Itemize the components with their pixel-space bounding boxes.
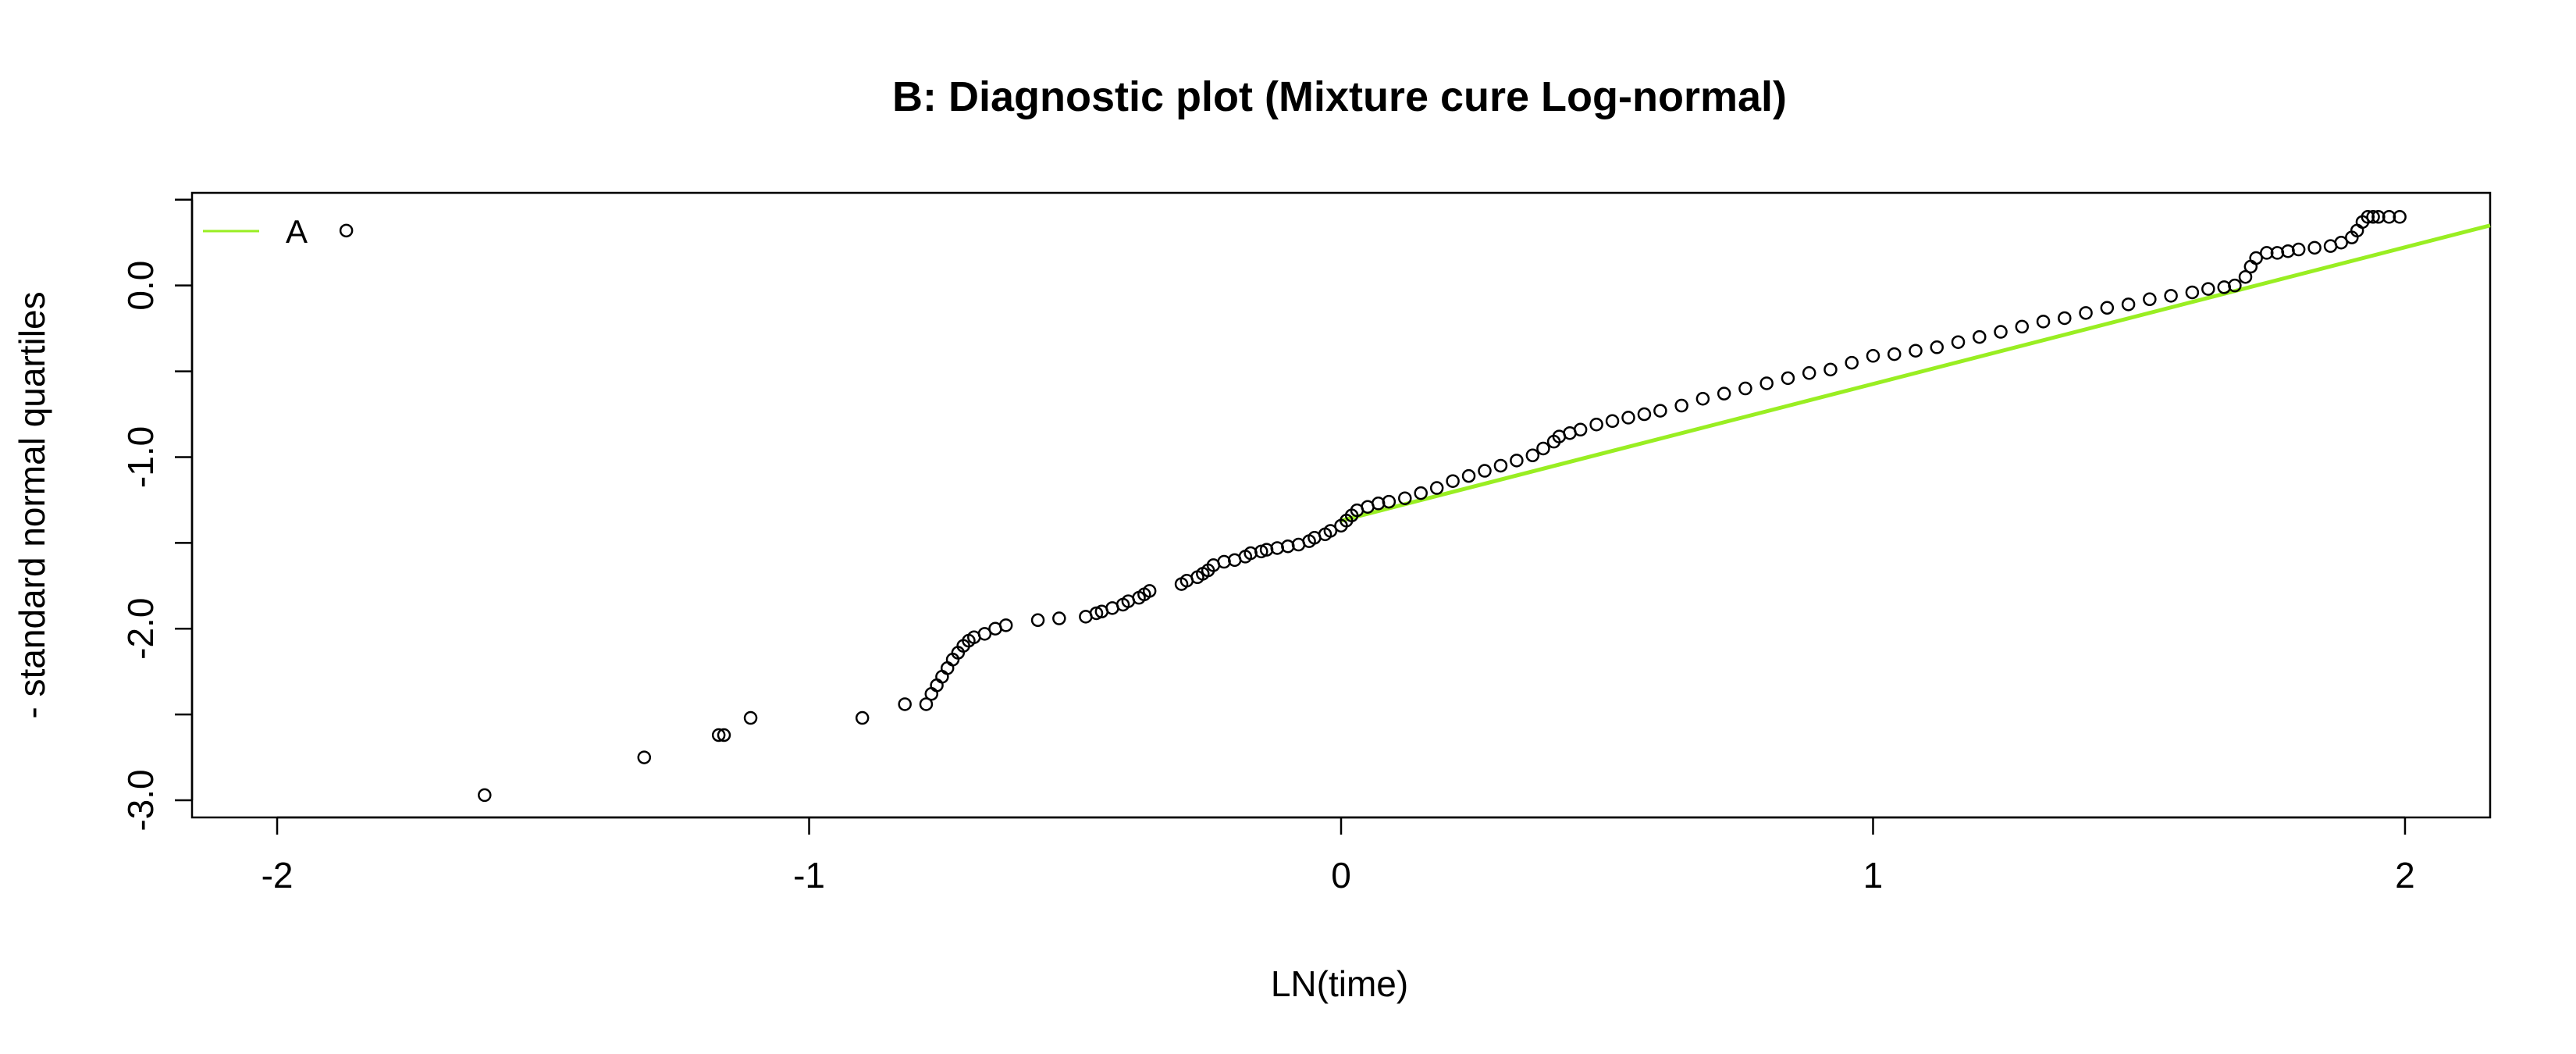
data-point [2393, 210, 2407, 224]
data-point [2371, 210, 2386, 224]
data-point [2121, 297, 2136, 312]
data-point [2164, 289, 2178, 303]
data-point [1845, 355, 1859, 370]
data-point [2100, 301, 2115, 315]
data-point [2243, 259, 2258, 274]
data-point [1536, 441, 1550, 456]
data-point [2036, 315, 2051, 329]
chart-title: B: Diagnostic plot (Mixture cure Log-nor… [892, 73, 1787, 120]
data-point [2334, 235, 2348, 250]
data-point [1605, 414, 1620, 429]
data-point [1738, 381, 1752, 396]
fit-line-a [1340, 223, 2491, 523]
data-point [1823, 362, 1838, 377]
data-point [1887, 347, 1902, 361]
data-point [2058, 311, 2072, 326]
data-point [339, 223, 354, 238]
data-point [1951, 335, 1966, 349]
x-tick-label: 1 [1863, 855, 1884, 896]
data-point [1781, 371, 1795, 386]
data-point [1414, 486, 1428, 500]
legend: A [203, 213, 308, 250]
y-tick-label: -3.0 [120, 769, 161, 831]
data-point [977, 627, 992, 641]
data-point [1525, 448, 1540, 463]
y-tick-label: -2.0 [120, 598, 161, 660]
data-point [1446, 474, 1460, 488]
data-point [1866, 349, 1880, 363]
y-axis: -3.0 -2.0 -1.0 0.0 [120, 198, 194, 831]
x-axis: -2 -1 0 1 2 [262, 816, 2415, 896]
data-point [924, 687, 939, 701]
data-point [1589, 417, 1603, 432]
data-point [2249, 251, 2263, 265]
data-point [637, 750, 652, 764]
x-axis-label: LN(time) [1271, 963, 1408, 1004]
data-point [1478, 464, 1492, 478]
plot-frame [190, 191, 2492, 819]
data-point [2291, 242, 2306, 257]
data-point [711, 728, 726, 742]
data-point [855, 710, 870, 725]
data-point [478, 788, 492, 803]
x-tick-label: -2 [262, 855, 294, 896]
data-point [743, 710, 758, 725]
data-point [1653, 404, 1667, 418]
data-point [919, 697, 934, 711]
data-point [1637, 407, 1652, 422]
data-point [1759, 376, 1774, 390]
data-point [2079, 306, 2093, 320]
data-point [2143, 292, 2157, 307]
data-point [1717, 386, 1731, 401]
data-point [1323, 524, 1338, 538]
x-tick-label: 2 [2395, 855, 2415, 896]
data-point [1052, 611, 1066, 625]
data-point [1142, 584, 1157, 598]
fit-lines [1340, 223, 2491, 523]
data-point [935, 670, 949, 684]
data-point [1030, 613, 1045, 628]
data-point [1573, 422, 1588, 437]
y-tick-label: -1.0 [120, 426, 161, 488]
data-point [998, 618, 1013, 632]
data-point [1382, 494, 1397, 509]
y-tick-label: 0.0 [120, 261, 161, 311]
data-point [898, 697, 912, 711]
x-tick-label: -1 [793, 855, 825, 896]
data-points [339, 210, 2407, 803]
data-point [2201, 282, 2215, 296]
y-axis-label: - standard normal quartiles [12, 291, 52, 718]
x-tick-label: 0 [1331, 855, 1351, 896]
data-point [2307, 240, 2322, 255]
data-point [2238, 269, 2253, 284]
data-point [1802, 366, 1816, 380]
data-point [1973, 329, 1987, 344]
data-point [1909, 344, 1923, 358]
data-point [1510, 454, 1524, 468]
data-point [1429, 481, 1444, 495]
legend-label-a: A [286, 213, 308, 250]
data-point [1398, 491, 1412, 505]
data-point [2015, 319, 2030, 334]
data-point [1493, 458, 1508, 473]
data-point [2366, 210, 2380, 224]
data-point [2260, 246, 2274, 260]
data-point [2185, 285, 2200, 300]
data-point [940, 661, 955, 675]
data-point [2228, 278, 2242, 293]
data-point [2361, 210, 2375, 224]
data-point [1461, 468, 1476, 483]
data-point [1994, 325, 2008, 339]
data-point [1930, 340, 1944, 354]
data-point [1621, 411, 1635, 425]
data-point [930, 678, 944, 693]
data-point [1695, 391, 1710, 406]
data-point [2382, 210, 2396, 224]
data-point [1674, 398, 1688, 413]
data-point [717, 728, 731, 742]
